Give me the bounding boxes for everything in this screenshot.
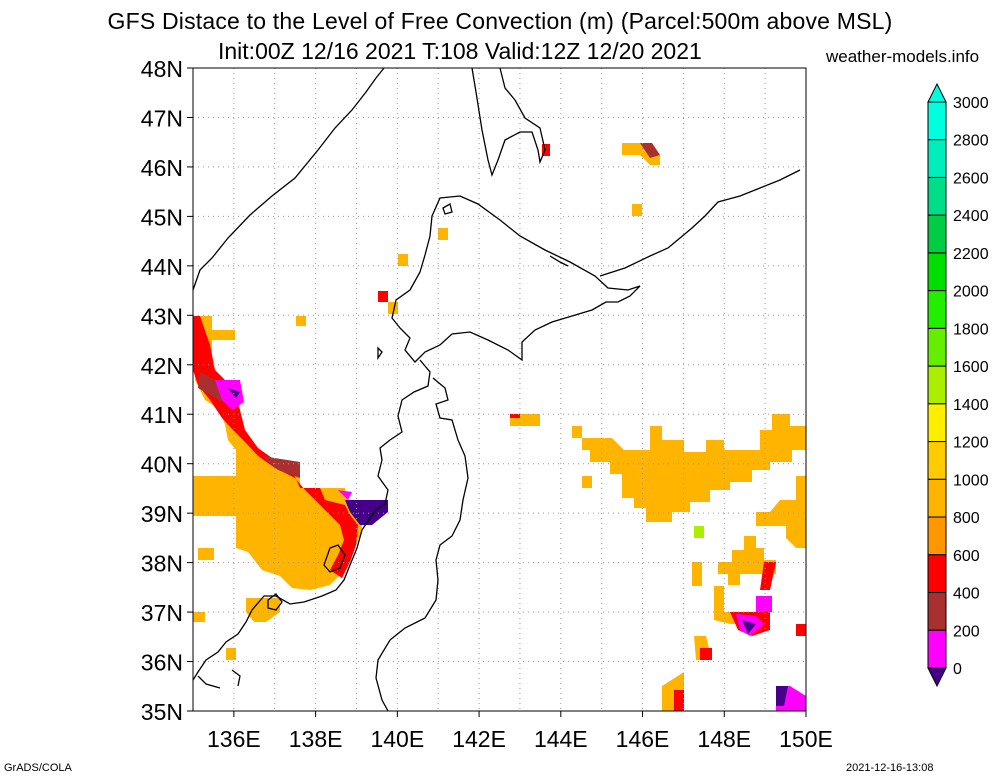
colorbar-label: 3000 — [953, 95, 989, 112]
colorbar-bottom-arrow — [927, 667, 947, 688]
site-label: weather-models.info — [826, 47, 980, 66]
colorbar-swatch — [927, 629, 947, 669]
colorbar-label: 1000 — [953, 472, 989, 489]
footer-timestamp: 2021-12-16-13:08 — [846, 762, 934, 774]
lat-tick-label: 38N — [141, 551, 183, 577]
lat-tick-label: 43N — [141, 303, 183, 329]
lat-tick-label: 44N — [141, 254, 183, 280]
colorbar-label: 200 — [953, 623, 980, 640]
colorbar-swatch — [927, 101, 947, 141]
colorbar-swatch — [927, 176, 947, 216]
longitude-labels: 136E 138E 140E 142E 144E 146E 148E 150E — [207, 711, 833, 752]
lat-tick-label: 41N — [141, 402, 183, 428]
colorbar-label: 2200 — [953, 246, 989, 263]
lon-tick-label: 148E — [697, 726, 751, 752]
lon-tick-label: 150E — [779, 726, 833, 752]
map-frame — [192, 67, 807, 712]
colorbar-label: 2400 — [953, 208, 989, 225]
colorbar-label: 1400 — [953, 397, 989, 414]
colorbar-swatch — [927, 516, 947, 556]
lat-tick-label: 37N — [141, 600, 183, 626]
grid-lines — [193, 68, 806, 711]
colorbar-label: 0 — [953, 661, 962, 678]
colorbar-label: 2800 — [953, 133, 989, 150]
colorbar-swatch — [927, 365, 947, 405]
colorbar-swatch — [927, 214, 947, 254]
lat-tick-label: 35N — [141, 699, 183, 725]
lat-tick-label: 39N — [141, 501, 183, 527]
colorbar-swatch — [927, 554, 947, 594]
colorbar-label: 2600 — [953, 170, 989, 187]
lat-tick-label: 42N — [141, 353, 183, 379]
lon-tick-label: 142E — [452, 726, 506, 752]
lat-tick-label: 40N — [141, 452, 183, 478]
coastlines — [192, 67, 801, 712]
lat-tick-label: 46N — [141, 155, 183, 181]
chart-subtitle: Init:00Z 12/16 2021 T:108 Valid:12Z 12/2… — [218, 38, 702, 64]
colorbar-label: 1200 — [953, 435, 989, 452]
colorbar-swatch — [927, 403, 947, 443]
colorbar-label: 800 — [953, 510, 980, 527]
colorbar-label: 1800 — [953, 321, 989, 338]
lat-tick-label: 45N — [141, 204, 183, 230]
colorbar-swatch — [927, 252, 947, 292]
lon-tick-label: 144E — [534, 726, 588, 752]
footer-grads: GrADS/COLA — [4, 762, 72, 774]
field-shading — [193, 143, 806, 711]
colorbar: 3000280026002400220020001800160014001200… — [927, 82, 989, 688]
colorbar-swatch — [927, 290, 947, 329]
colorbar-swatch — [927, 478, 947, 518]
latitude-labels: 48N 47N 46N 45N 44N 43N 42N 41N 40N 39N 38N 37N 36N 3… — [141, 56, 193, 725]
colorbar-swatch — [927, 441, 947, 480]
lon-tick-label: 138E — [289, 726, 343, 752]
lat-tick-label: 36N — [141, 650, 183, 676]
colorbar-swatch — [927, 139, 947, 178]
chart-title: GFS Distace to the Level of Free Convect… — [107, 8, 893, 34]
lat-tick-label: 47N — [141, 105, 183, 131]
colorbar-swatch — [927, 592, 947, 631]
lon-tick-label: 140E — [370, 726, 424, 752]
lon-tick-label: 136E — [207, 726, 261, 752]
colorbar-label: 1600 — [953, 359, 989, 376]
colorbar-label: 600 — [953, 548, 980, 565]
colorbar-label: 2000 — [953, 284, 989, 301]
lat-tick-label: 48N — [141, 56, 183, 82]
colorbar-top-arrow — [927, 82, 947, 103]
lon-tick-label: 146E — [616, 726, 670, 752]
colorbar-swatch — [927, 327, 947, 367]
colorbar-label: 400 — [953, 586, 980, 603]
